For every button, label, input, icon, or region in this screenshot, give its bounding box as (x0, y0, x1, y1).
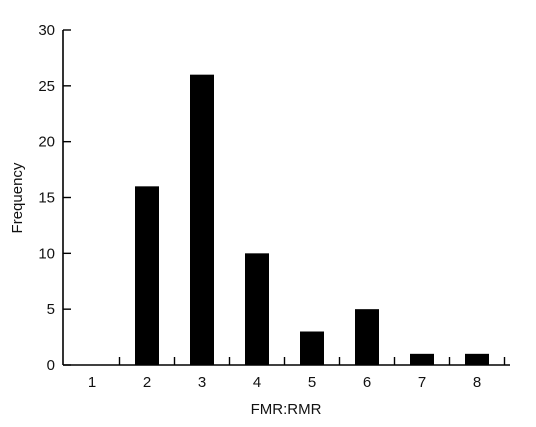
y-tick-label: 30 (38, 22, 55, 39)
x-axis-title: FMR:RMR (251, 401, 322, 418)
x-tick-label: 3 (198, 374, 206, 391)
bar (190, 74, 214, 366)
x-tick-label: 6 (363, 374, 371, 391)
y-tick-label: 20 (38, 134, 55, 151)
y-tick-label: 10 (38, 245, 55, 262)
y-axis: 0 5 10 15 20 25 30 (38, 22, 71, 374)
bar (245, 253, 269, 365)
y-tick-label: 0 (47, 357, 55, 374)
bar (410, 353, 434, 365)
bar (465, 353, 489, 365)
x-tick-label: 2 (143, 374, 151, 391)
y-axis-title: Frequency (9, 162, 26, 233)
x-tick-label: 1 (88, 374, 96, 391)
x-tick-label: 8 (473, 374, 481, 391)
y-tick-label: 5 (47, 301, 55, 318)
x-tick-label: 4 (253, 374, 261, 391)
x-axis: 1 2 3 4 5 6 7 8 (63, 357, 510, 391)
x-tick-label: 7 (418, 374, 426, 391)
x-tick-label: 5 (308, 374, 316, 391)
y-tick-label: 25 (38, 78, 55, 95)
y-tick-label: 15 (38, 190, 55, 207)
bars (135, 74, 489, 366)
bar (300, 331, 324, 365)
bar (355, 309, 379, 365)
bar (135, 186, 159, 365)
